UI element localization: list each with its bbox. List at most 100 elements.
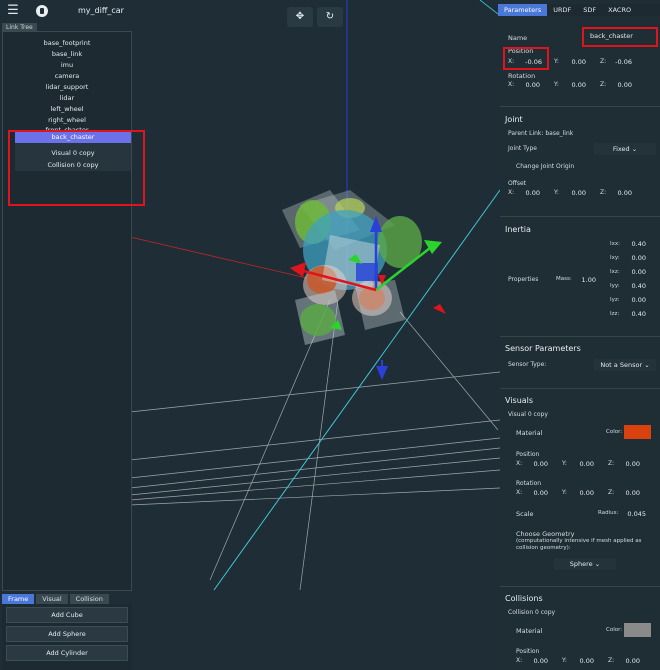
offset-label: Offset (508, 180, 527, 187)
collision-position-y-input[interactable]: 0.00 (579, 657, 594, 665)
visual-rotation-x-input[interactable]: 0.00 (533, 489, 548, 497)
rotation-x-input[interactable]: 0.00 (525, 81, 540, 89)
tab-parameters[interactable]: Parameters (498, 4, 548, 16)
visual-rotation-label: Rotation (516, 480, 542, 487)
visuals-section: Visuals Visual 0 copy Material Color: Po… (500, 388, 660, 586)
position-x-label: X: (508, 58, 515, 65)
visual-position-x-label: X: (516, 460, 523, 467)
name-label: Name (508, 34, 528, 42)
tree-item-back-chaster-selected[interactable]: back_chaster (15, 132, 131, 143)
offset-z-input[interactable]: 0.00 (617, 189, 632, 197)
geometry-note: (computationally intensive if mesh appli… (516, 538, 642, 551)
inertia-title: Inertia (505, 225, 531, 234)
tree-child-collision[interactable]: Collision 0 copy (15, 159, 131, 171)
sensor-type-select[interactable]: Not a Sensor ⌄ (594, 359, 656, 371)
iyy-input[interactable]: 0.40 (631, 282, 646, 290)
right-tabs: Parameters URDF SDF XACRO (498, 4, 660, 16)
geometry-value: Sphere (569, 560, 593, 568)
visual-radius-label: Radius: (598, 510, 619, 516)
hamburger-icon[interactable]: ☰ (7, 3, 19, 18)
top-bar: ☰ my_diff_car (0, 0, 132, 24)
visual-radius-input[interactable]: 0.045 (627, 510, 646, 518)
tree-item-base-footprint[interactable]: base_footprint (43, 39, 91, 47)
collision-position-x-input[interactable]: 0.00 (533, 657, 548, 665)
ixz-input[interactable]: 0.00 (631, 268, 646, 276)
collision-position-z-input[interactable]: 0.00 (625, 657, 640, 665)
refresh-tool-button[interactable]: ↻ (317, 7, 343, 27)
chevron-down-icon: ⌄ (631, 145, 638, 153)
ground-grid (129, 299, 501, 591)
move-tool-button[interactable]: ✥ (287, 7, 313, 27)
visual-material-label: Material (516, 429, 543, 437)
visual-rotation-y-input[interactable]: 0.00 (579, 489, 594, 497)
geometry-label: Choose Geometry (516, 530, 575, 538)
add-cube-button[interactable]: Add Cube (6, 607, 128, 623)
transform-gizmo (290, 216, 446, 380)
tree-item-lidar[interactable]: lidar (59, 94, 75, 102)
tree-item-imu[interactable]: imu (60, 61, 74, 69)
collision-item-name: Collision 0 copy (508, 609, 556, 616)
position-z-label: Z: (600, 58, 607, 65)
visual-position-x-input[interactable]: 0.00 (533, 460, 548, 468)
highlight-box-name (582, 27, 658, 47)
tab-sdf[interactable]: SDF (583, 6, 597, 14)
ixy-input[interactable]: 0.00 (631, 254, 646, 262)
visual-rotation-z-input[interactable]: 0.00 (625, 489, 640, 497)
tree-item-left-wheel[interactable]: left_wheel (50, 105, 84, 113)
ixx-input[interactable]: 0.40 (631, 240, 646, 248)
tree-item-camera[interactable]: camera (54, 72, 80, 80)
offset-x-input[interactable]: 0.00 (525, 189, 540, 197)
tab-frame[interactable]: Frame (2, 594, 35, 604)
tab-visual[interactable]: Visual (36, 594, 68, 604)
properties-label: Properties (508, 276, 539, 283)
visuals-title: Visuals (505, 396, 534, 405)
mass-input[interactable]: 1.00 (581, 276, 596, 284)
inertia-section: Inertia Properties Mass: 1.00 Ixx: 0.40 … (500, 216, 660, 336)
visual-position-y-input[interactable]: 0.00 (579, 460, 594, 468)
tab-urdf[interactable]: URDF (553, 6, 572, 14)
tree-item-right-wheel[interactable]: right_wheel (48, 116, 86, 124)
collision-color-label: Color: (606, 627, 623, 633)
visual-position-z-input[interactable]: 0.00 (625, 460, 640, 468)
visual-position-z-label: Z: (608, 460, 615, 467)
highlight-box-tree (8, 130, 145, 206)
visual-color-swatch[interactable] (624, 425, 651, 439)
app-logo-icon[interactable] (36, 5, 48, 17)
rotation-y-label: Y: (554, 81, 559, 88)
tab-collision[interactable]: Collision (69, 594, 109, 604)
collision-color-swatch[interactable] (624, 623, 651, 637)
position-x-input[interactable]: -0.06 (525, 58, 542, 66)
offset-x-label: X: (508, 189, 515, 196)
tree-item-base-link[interactable]: base_link (51, 50, 83, 58)
joint-type-select[interactable]: Fixed ⌄ (594, 143, 656, 155)
add-shape-panel: Add Cube Add Sphere Add Cylinder (2, 604, 132, 670)
collision-position-z-label: Z: (608, 657, 615, 664)
link-tree-panel: base_footprint base_link imu camera lida… (2, 31, 132, 591)
name-input[interactable]: back_chaster (590, 32, 633, 40)
tree-child-visual[interactable]: Visual 0 copy (15, 147, 131, 159)
rotation-y-input[interactable]: 0.00 (571, 81, 586, 89)
tree-item-lidar-support[interactable]: lidar_support (45, 83, 89, 91)
visual-scale-label: Scale (516, 510, 534, 518)
tree-item-front-chaster[interactable]: front_chaster (45, 126, 89, 132)
change-joint-origin-button[interactable]: Change Joint Origin (516, 163, 575, 170)
position-y-input[interactable]: 0.00 (571, 58, 586, 66)
iyz-input[interactable]: 0.00 (631, 296, 646, 304)
cyan-axis-line (213, 189, 501, 591)
chevron-down-icon: ⌄ (644, 361, 650, 369)
izz-input[interactable]: 0.40 (631, 310, 646, 318)
geometry-select[interactable]: Sphere ⌄ (554, 558, 616, 570)
offset-z-label: Z: (600, 189, 607, 196)
add-cylinder-button[interactable]: Add Cylinder (6, 645, 128, 661)
parameters-panel: Name back_chaster Position X: -0.06 Y: 0… (500, 16, 660, 670)
bottom-tabs: Frame Visual Collision (2, 594, 111, 604)
iyy-label: Iyy: (610, 283, 620, 289)
tab-xacro[interactable]: XACRO (608, 6, 632, 14)
offset-y-input[interactable]: 0.00 (571, 189, 586, 197)
rotation-z-input[interactable]: 0.00 (617, 81, 632, 89)
position-z-input[interactable]: -0.06 (615, 58, 632, 66)
add-sphere-button[interactable]: Add Sphere (6, 626, 128, 642)
link-tree-tab[interactable]: Link Tree (2, 23, 37, 32)
parent-link-text: Parent Link: base_link (508, 130, 574, 137)
